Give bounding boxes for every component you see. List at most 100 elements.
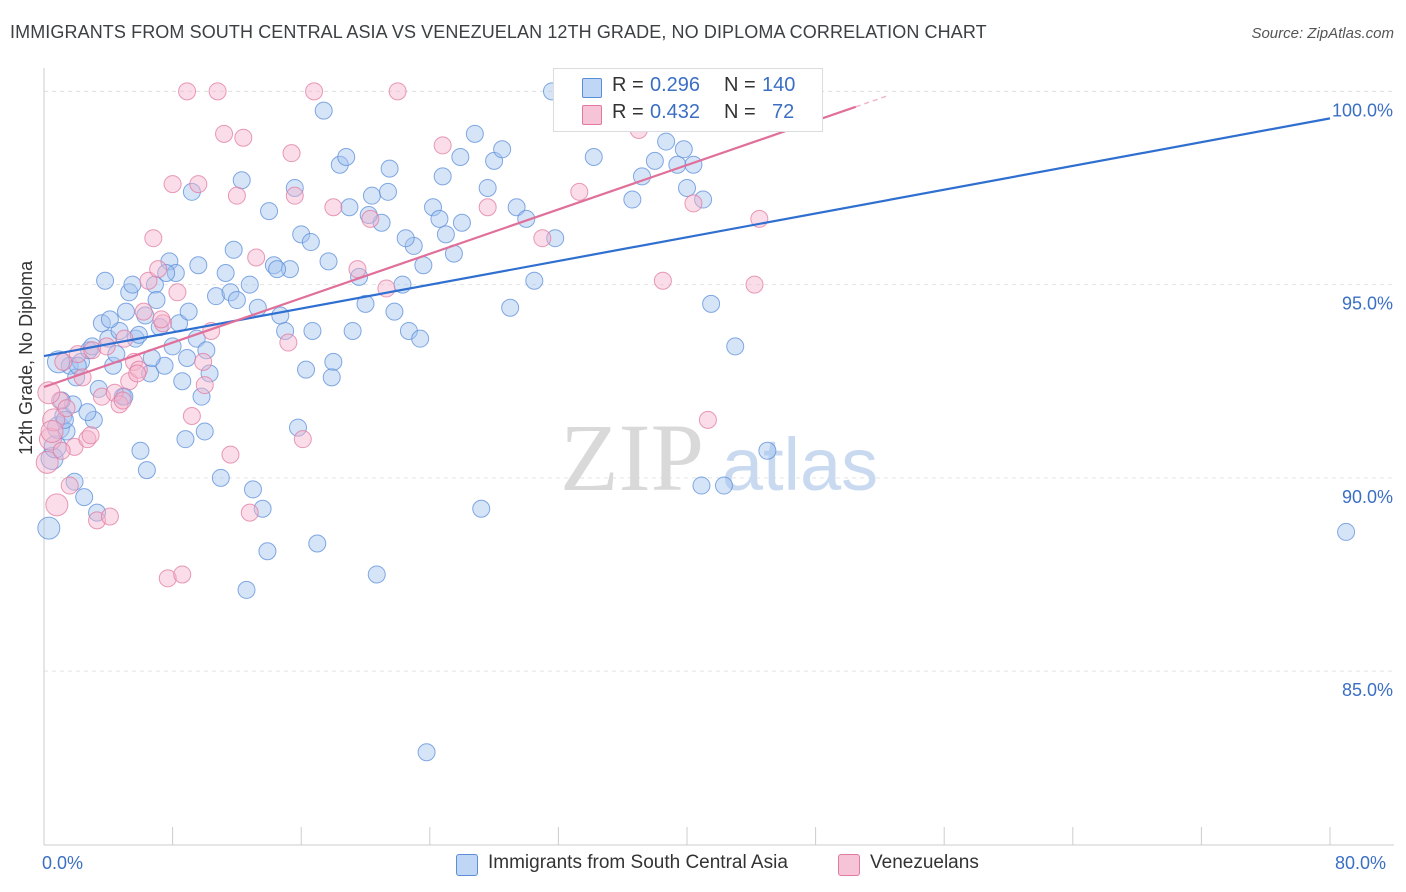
correlation-legend: R = 0.296 N = 140 R = 0.432 N = 72 [553,68,823,132]
data-point [645,151,664,170]
data-point [584,148,603,167]
data-point [396,229,415,248]
data-point [452,213,471,232]
data-point [632,167,651,186]
data-point [173,565,192,584]
data-point [134,302,153,321]
data-point [211,468,230,487]
data-point [414,256,433,275]
data-point [189,175,208,194]
data-point [37,381,61,405]
data-point [340,198,359,217]
data-point [37,516,61,540]
data-point [195,376,214,395]
trend-line-extension [855,94,889,108]
data-point [362,186,381,205]
data-point [221,283,240,302]
data-point [424,198,443,217]
data-point [507,198,526,217]
data-point [227,186,246,205]
data-point [288,418,307,437]
data-point [297,360,316,379]
n-value: 72 [772,101,795,123]
data-point [166,263,185,282]
data-point [282,144,301,163]
trend-line [43,105,857,389]
data-point [149,260,168,279]
data-point [147,291,166,310]
y-tick-label: 85.0% [1342,680,1393,700]
r-value: 0.296 [650,74,701,96]
data-point [293,430,312,449]
data-point [52,441,71,460]
data-point [348,260,367,279]
data-point [75,488,94,507]
data-point [367,565,386,584]
data-point [176,430,195,449]
data-point [158,569,177,588]
data-point [324,352,343,371]
r-label: R = [612,101,644,123]
data-point [698,410,717,429]
data-point [237,580,256,599]
data-point [81,426,100,445]
data-point [1337,522,1356,541]
data-point [189,256,208,275]
data-point [234,128,253,147]
legend-label: Immigrants from South Central Asia [488,852,788,873]
data-point [221,445,240,464]
trend-line [43,117,1331,358]
data-point [141,364,160,383]
data-point [361,209,380,228]
data-point [501,298,520,317]
data-point [337,148,356,167]
data-point [84,410,103,429]
data-point [194,352,213,371]
legend-swatch-pink [838,854,860,876]
n-label: N = [724,74,756,96]
y-tick-label: 95.0% [1342,294,1393,314]
data-point [292,225,311,244]
data-point [144,229,163,248]
data-point [207,287,226,306]
data-point [271,306,290,325]
data-point [343,321,362,340]
data-point [525,271,544,290]
data-point [303,321,322,340]
data-point [42,408,66,432]
legend-label: Venezuelans [870,852,979,873]
data-point [570,182,589,201]
data-point [208,82,227,101]
data-point [240,503,259,522]
data-point [726,337,745,356]
data-point [322,368,341,387]
data-point [123,275,142,294]
data-point [379,182,398,201]
data-point [684,194,703,213]
data-point [197,341,216,360]
y-tick-label: 90.0% [1342,487,1393,507]
data-point [478,198,497,217]
data-point [258,542,277,561]
series-south-central-asia [37,82,1356,762]
data-point [305,82,324,101]
data-point [653,271,672,290]
data-point [100,507,119,526]
axes [43,68,1394,846]
data-point [279,333,298,352]
data-point [215,124,234,143]
data-point [324,198,343,217]
y-tick-labels: 85.0% 90.0% 95.0% 100.0% [1332,100,1393,700]
data-point [57,399,76,418]
data-point [224,240,243,259]
data-point [276,321,295,340]
data-point [182,406,201,425]
x-tick-label-min: 0.0% [42,853,84,873]
data-point [533,229,552,248]
data-point [40,419,64,443]
data-point [674,140,693,159]
data-point [178,82,197,101]
data-point [168,283,187,302]
data-point [388,82,407,101]
data-point [657,132,676,151]
